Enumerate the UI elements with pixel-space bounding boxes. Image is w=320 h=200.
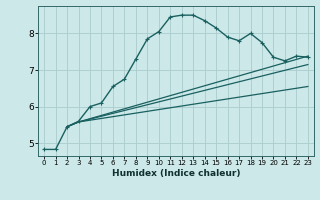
X-axis label: Humidex (Indice chaleur): Humidex (Indice chaleur) [112, 169, 240, 178]
